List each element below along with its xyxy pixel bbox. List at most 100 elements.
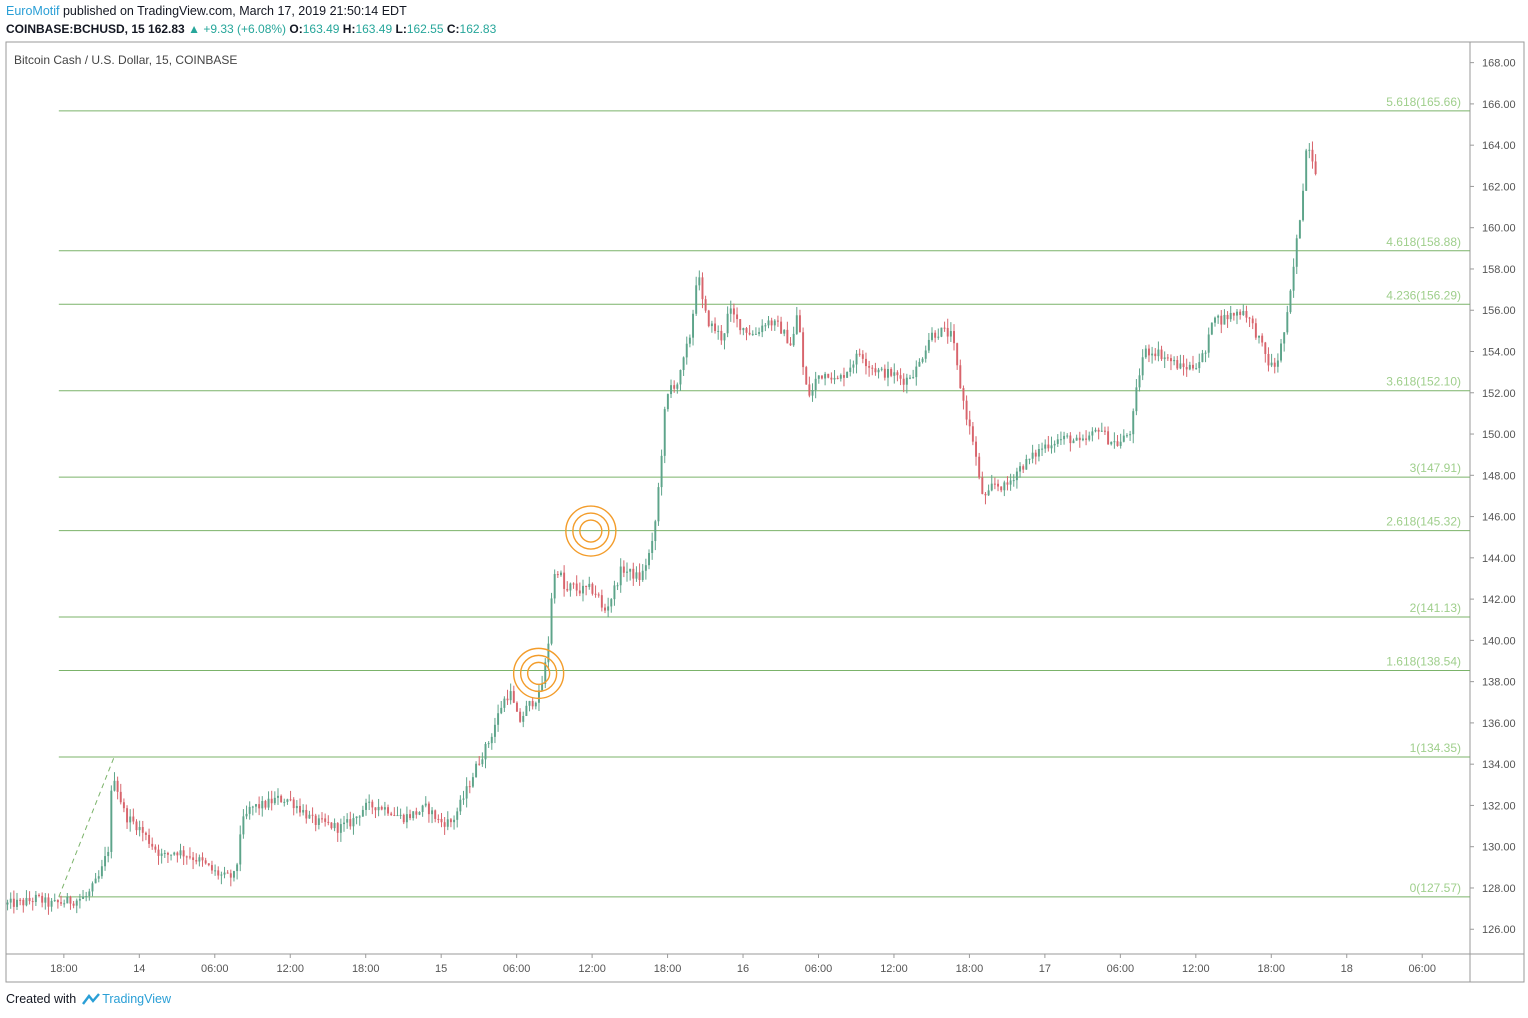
candle-down bbox=[874, 368, 877, 373]
candle-up bbox=[588, 583, 591, 588]
candle-down bbox=[556, 574, 559, 576]
candle-down bbox=[808, 384, 811, 396]
candle-up bbox=[459, 799, 462, 812]
candle-down bbox=[434, 810, 437, 819]
candle-down bbox=[861, 354, 864, 359]
candle-up bbox=[619, 566, 622, 586]
candle-up bbox=[792, 333, 795, 346]
candle-up bbox=[424, 803, 427, 806]
candle-down bbox=[415, 811, 418, 815]
candle-up bbox=[852, 364, 855, 368]
candle-up bbox=[78, 898, 81, 901]
candle-up bbox=[893, 372, 896, 376]
candle-up bbox=[254, 804, 257, 807]
candle-up bbox=[138, 827, 141, 831]
time-tick-label: 12:00 bbox=[1182, 963, 1210, 975]
candle-down bbox=[1261, 335, 1264, 343]
candle-up bbox=[170, 854, 173, 856]
candle-up bbox=[937, 336, 940, 338]
candle-up bbox=[475, 763, 478, 778]
candle-up bbox=[528, 701, 531, 706]
candle-up bbox=[751, 333, 754, 335]
candle-up bbox=[918, 361, 921, 367]
fib-extension[interactable]: 0(127.57) 1(134.35) 1.618(138.54) 2(141.13)… bbox=[58, 95, 1470, 898]
candle-down bbox=[707, 310, 710, 327]
candle-up bbox=[1081, 438, 1084, 441]
candle-down bbox=[207, 863, 210, 866]
candle-up bbox=[607, 606, 610, 611]
fib-level-label: 1(134.35) bbox=[1410, 741, 1461, 755]
candle-up bbox=[198, 857, 201, 862]
candle-down bbox=[204, 860, 207, 864]
candle-up bbox=[267, 798, 270, 808]
candle-down bbox=[748, 332, 751, 335]
candle-down bbox=[1264, 342, 1267, 354]
price-axis[interactable]: 126.00 128.00 130.00 132.00 134.00 136.00 138.… bbox=[1470, 58, 1516, 937]
candle-down bbox=[827, 373, 830, 378]
candle-down bbox=[600, 595, 603, 608]
candle-down bbox=[69, 897, 72, 904]
candle-down bbox=[176, 852, 179, 856]
author-link[interactable]: EuroMotif bbox=[6, 4, 60, 18]
candle-up bbox=[616, 585, 619, 587]
price-tick-label: 138.00 bbox=[1482, 677, 1516, 689]
candle-down bbox=[336, 823, 339, 833]
candle-up bbox=[25, 897, 28, 906]
candle-down bbox=[1078, 437, 1081, 441]
candle-up bbox=[1217, 315, 1220, 318]
candle-up bbox=[1173, 360, 1176, 362]
candle-up bbox=[544, 662, 547, 685]
candle-down bbox=[704, 299, 707, 311]
candle-up bbox=[682, 357, 685, 371]
candle-down bbox=[780, 321, 783, 334]
fib-level-label: 1.618(138.54) bbox=[1386, 654, 1461, 668]
candle-up bbox=[239, 834, 242, 865]
time-tick-label: 18:00 bbox=[1258, 963, 1286, 975]
candle-up bbox=[1305, 150, 1308, 191]
candle-up bbox=[490, 736, 493, 744]
candle-down bbox=[594, 593, 597, 595]
candle-down bbox=[578, 590, 581, 594]
candle-down bbox=[192, 857, 195, 861]
candle-up bbox=[352, 818, 355, 827]
candle-up bbox=[537, 690, 540, 703]
candle-down bbox=[566, 588, 569, 591]
candle-up bbox=[412, 811, 415, 819]
candle-up bbox=[405, 814, 408, 823]
candle-down bbox=[60, 902, 63, 904]
tradingview-logo[interactable]: TradingView bbox=[80, 992, 171, 1006]
candle-down bbox=[41, 895, 44, 903]
candle-up bbox=[1037, 448, 1040, 457]
candle-up bbox=[1292, 266, 1295, 291]
candle-down bbox=[745, 328, 748, 333]
candle-down bbox=[141, 827, 144, 833]
low-value: 162.55 bbox=[406, 22, 444, 36]
candle-up bbox=[1141, 357, 1144, 376]
fib-level-label: 0(127.57) bbox=[1410, 881, 1461, 895]
time-axis[interactable]: 18:00 14 06:00 12:00 18:00 15 06:00 12:00 18:00 1… bbox=[50, 954, 1436, 975]
price-tick-label: 168.00 bbox=[1482, 58, 1516, 70]
candle-up bbox=[1286, 312, 1289, 333]
candle-up bbox=[365, 802, 368, 810]
candle-down bbox=[119, 791, 122, 803]
candle-down bbox=[934, 332, 937, 338]
price-tick-label: 128.00 bbox=[1482, 883, 1516, 895]
candle-up bbox=[179, 850, 182, 856]
candle-up bbox=[1066, 435, 1069, 437]
candle-down bbox=[144, 832, 147, 835]
candle-down bbox=[572, 583, 575, 585]
candle-down bbox=[468, 786, 471, 788]
candle-up bbox=[905, 377, 908, 385]
candle-up bbox=[1280, 343, 1283, 361]
candle-down bbox=[1107, 431, 1110, 445]
candle-up bbox=[1276, 360, 1279, 367]
candle-down bbox=[714, 323, 717, 331]
candle-down bbox=[802, 332, 805, 368]
candle-down bbox=[953, 331, 955, 344]
price-tick-label: 132.00 bbox=[1482, 800, 1516, 812]
candle-up bbox=[754, 333, 757, 335]
candle-up bbox=[34, 894, 37, 903]
candle-up bbox=[355, 816, 358, 819]
candle-down bbox=[151, 843, 154, 847]
